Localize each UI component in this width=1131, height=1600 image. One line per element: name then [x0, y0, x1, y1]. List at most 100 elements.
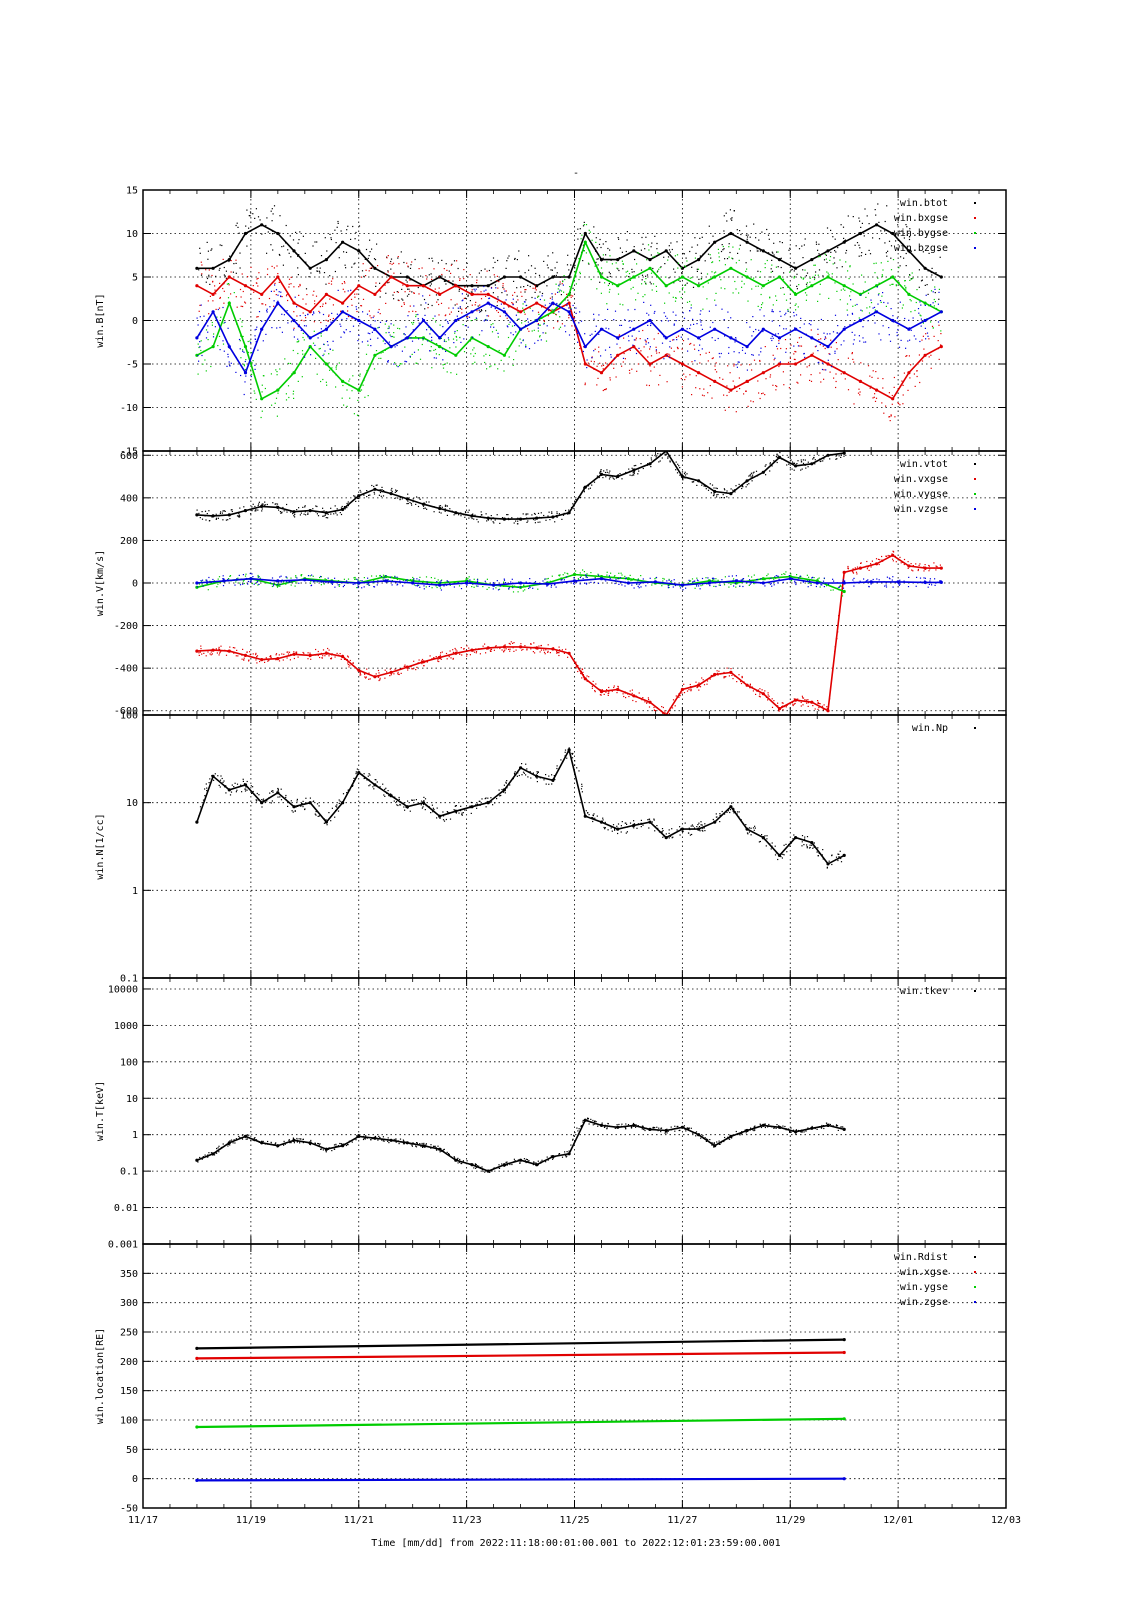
data-noise-point	[868, 249, 870, 251]
data-noise-point	[346, 389, 348, 391]
figure-title: -	[573, 168, 579, 179]
data-noise-point	[666, 713, 668, 715]
data-noise-point	[918, 564, 920, 566]
data-noise-point	[667, 587, 669, 589]
data-noise-point	[262, 375, 264, 377]
data-noise-point	[575, 666, 577, 668]
data-noise-point	[634, 308, 636, 311]
data-noise-point	[236, 306, 238, 308]
data-noise-point	[397, 291, 399, 293]
data-noise-point	[689, 580, 691, 583]
data-noise-point	[556, 516, 558, 518]
data-noise-point	[752, 472, 754, 474]
data-noise-point	[422, 339, 424, 341]
data-noise-point	[508, 255, 510, 257]
data-noise-point	[889, 340, 892, 342]
data-noise-point	[511, 302, 513, 304]
data-noise-point	[525, 344, 527, 346]
data-noise-point	[779, 325, 781, 327]
data-noise-point	[445, 319, 447, 321]
data-noise-point	[480, 309, 482, 311]
data-noise-point	[805, 299, 807, 301]
data-noise-point	[329, 580, 331, 582]
data-noise-point	[240, 335, 242, 337]
data-noise-point	[202, 585, 204, 587]
data-noise-point	[797, 345, 800, 347]
data-noise-point	[543, 320, 545, 322]
data-noise-point	[445, 283, 447, 285]
data-noise-point	[559, 281, 561, 283]
data-noise-point	[279, 511, 281, 513]
data-noise-point	[842, 226, 845, 228]
data-noise-point	[651, 584, 653, 586]
data-noise-point	[472, 349, 474, 351]
data-point	[842, 284, 846, 288]
data-noise-point	[208, 313, 210, 315]
data-noise-point	[329, 319, 331, 321]
data-noise-point	[636, 583, 638, 585]
data-noise-point	[795, 303, 797, 305]
data-noise-point	[235, 356, 237, 359]
data-noise-point	[868, 569, 870, 571]
data-noise-point	[308, 276, 310, 278]
data-noise-point	[293, 651, 295, 653]
data-noise-point	[372, 316, 374, 319]
data-noise-point	[377, 669, 380, 672]
data-noise-point	[840, 344, 842, 346]
data-noise-point	[800, 374, 802, 376]
data-noise-point	[940, 333, 942, 335]
data-noise-point	[629, 690, 631, 692]
data-noise-point	[532, 518, 535, 521]
data-noise-point	[601, 273, 603, 275]
data-point	[454, 318, 458, 323]
data-noise-point	[742, 579, 744, 581]
data-noise-point	[568, 317, 570, 319]
data-noise-point	[830, 589, 832, 591]
data-noise-point	[760, 307, 762, 309]
data-noise-point	[658, 352, 660, 354]
data-noise-point	[244, 381, 246, 383]
data-noise-point	[863, 341, 865, 343]
data-noise-point	[799, 327, 801, 329]
data-noise-point	[365, 492, 368, 494]
data-noise-point	[255, 341, 257, 343]
data-noise-point	[585, 576, 587, 578]
data-noise-point	[493, 649, 495, 651]
data-noise-point	[265, 333, 267, 335]
data-noise-point	[679, 693, 681, 695]
data-noise-point	[785, 706, 787, 708]
data-noise-point	[225, 277, 227, 279]
data-noise-point	[292, 511, 294, 514]
data-noise-point	[504, 585, 506, 587]
data-noise-point	[400, 272, 402, 274]
data-noise-point	[303, 320, 305, 322]
data-noise-point	[277, 294, 279, 296]
data-noise-point	[627, 270, 629, 272]
data-point	[405, 336, 409, 340]
data-noise-point	[771, 698, 773, 700]
data-noise-point	[312, 508, 314, 510]
data-noise-point	[220, 645, 222, 647]
data-noise-point	[320, 255, 323, 257]
data-noise-point	[352, 583, 354, 585]
data-noise-point	[733, 338, 735, 340]
data-noise-point	[814, 274, 816, 276]
data-noise-point	[709, 678, 711, 680]
data-noise-point	[769, 297, 771, 299]
data-noise-point	[367, 577, 369, 579]
data-noise-point	[205, 337, 208, 339]
data-noise-point	[566, 304, 568, 307]
data-noise-point	[645, 283, 647, 285]
data-noise-point	[745, 270, 747, 272]
data-noise-point	[222, 578, 224, 580]
data-noise-point	[261, 410, 263, 412]
data-noise-point	[534, 581, 537, 583]
data-noise-point	[790, 573, 792, 575]
data-noise-point	[302, 651, 304, 654]
data-noise-point	[654, 310, 656, 313]
data-noise-point	[357, 579, 359, 581]
data-noise-point	[606, 571, 608, 573]
data-noise-point	[337, 580, 340, 582]
data-noise-point	[810, 329, 812, 331]
data-noise-point	[512, 591, 515, 593]
